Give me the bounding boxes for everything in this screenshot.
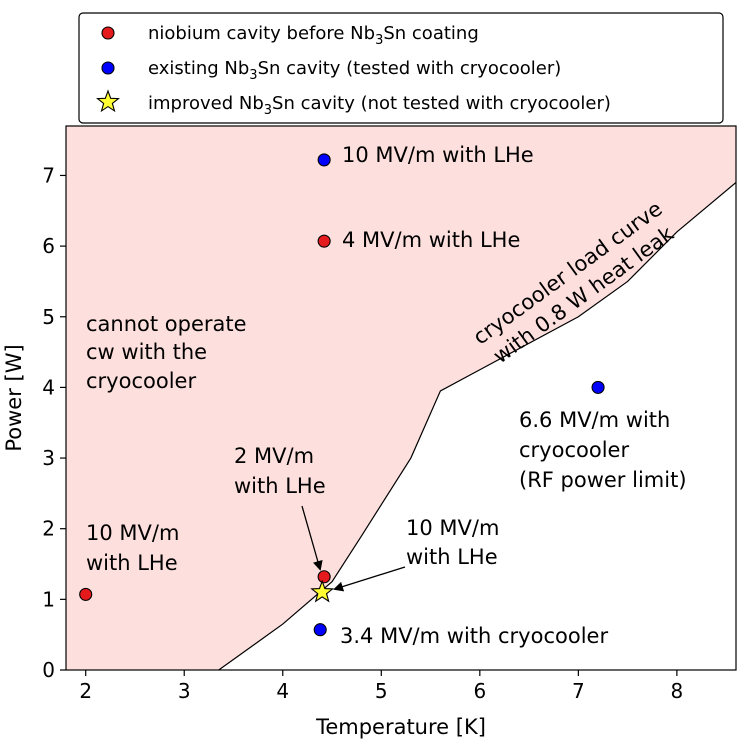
region-label-line-1: cannot operate — [86, 312, 247, 336]
legend-label-2: improved Nb3Sn cavity (not tested with c… — [148, 93, 611, 118]
y-tick-label: 2 — [42, 517, 55, 541]
annotation-34: 3.4 MV/m with cryocooler — [340, 624, 608, 648]
data-point-0 — [79, 587, 93, 601]
y-tick-label: 3 — [42, 446, 55, 470]
annotation-10-lhe-mid: 10 MV/m with LHe — [406, 516, 499, 569]
y-tick-label: 6 — [42, 234, 55, 258]
data-point-2 — [317, 234, 331, 248]
annotation-10-lhe-mid-line-1: 10 MV/m — [406, 516, 499, 540]
legend-box — [78, 12, 724, 124]
legend-marker-0 — [101, 26, 115, 40]
x-axis-label: Temperature [K] — [315, 715, 486, 739]
region-label: cannot operate cw with the cryocooler — [86, 312, 247, 393]
y-tick-label: 4 — [42, 375, 55, 399]
x-tick-label: 3 — [178, 679, 191, 703]
annotation-66-line-1: 6.6 MV/m with — [519, 408, 670, 432]
plot-frame — [65, 125, 737, 671]
annotation-10-lhe-left-line-1: 10 MV/m — [86, 521, 179, 545]
annotation-4-lhe: 4 MV/m with LHe — [342, 228, 520, 252]
x-tick-label: 6 — [473, 679, 486, 703]
legend: niobium cavity before Nb3Sn coating exist… — [78, 12, 724, 124]
annotation-10-lhe-mid-line-2: with LHe — [406, 545, 498, 569]
legend-marker-1 — [101, 61, 115, 75]
y-tick-label: 7 — [42, 163, 55, 187]
legend-marker-2 — [96, 89, 120, 113]
x-tick-label: 4 — [276, 679, 289, 703]
annotation-2-lhe: 2 MV/m with LHe — [234, 444, 326, 498]
region-label-line-3: cryocooler — [86, 369, 196, 393]
legend-label-0: niobium cavity before Nb3Sn coating — [148, 23, 479, 48]
annotation-66: 6.6 MV/m with cryocooler (RF power limit… — [519, 408, 687, 492]
data-point-1 — [317, 570, 331, 584]
y-tick-label: 0 — [42, 658, 55, 682]
y-axis-ticks: 0 1 2 3 4 5 6 7 — [42, 163, 66, 682]
x-tick-label: 5 — [375, 679, 388, 703]
data-point-6 — [310, 579, 335, 603]
annotation-10-lhe-left-line-2: with LHe — [86, 551, 178, 575]
annotation-10-lhe-top: 10 MV/m with LHe — [342, 143, 534, 167]
arrow-10-lhe-mid — [333, 566, 406, 592]
region-label-line-2: cw with the — [86, 340, 207, 364]
arrow-2-lhe — [301, 505, 323, 571]
annotation-2-lhe-line-1: 2 MV/m — [234, 444, 314, 468]
y-tick-label: 5 — [42, 305, 55, 329]
x-tick-label: 8 — [671, 679, 684, 703]
annotation-66-line-3: (RF power limit) — [519, 468, 687, 492]
y-tick-label: 1 — [42, 587, 55, 611]
data-point-4 — [317, 153, 331, 167]
data-point-3 — [313, 623, 327, 637]
cryocooler-load-curve — [218, 182, 736, 670]
x-axis-ticks: 2 3 4 5 6 7 8 — [79, 670, 683, 703]
x-tick-label: 2 — [79, 679, 92, 703]
annotation-2-lhe-line-2: with LHe — [234, 474, 326, 498]
infeasible-region — [66, 126, 736, 670]
data-point-5 — [591, 380, 605, 394]
legend-label-1: existing Nb3Sn cavity (tested with cryoc… — [148, 58, 561, 83]
y-axis-label: Power [W] — [2, 344, 26, 451]
annotation-10-lhe-left: 10 MV/m with LHe — [86, 521, 179, 575]
x-tick-label: 7 — [572, 679, 585, 703]
data-points — [79, 153, 605, 637]
annotation-66-line-2: cryocooler — [519, 438, 629, 462]
